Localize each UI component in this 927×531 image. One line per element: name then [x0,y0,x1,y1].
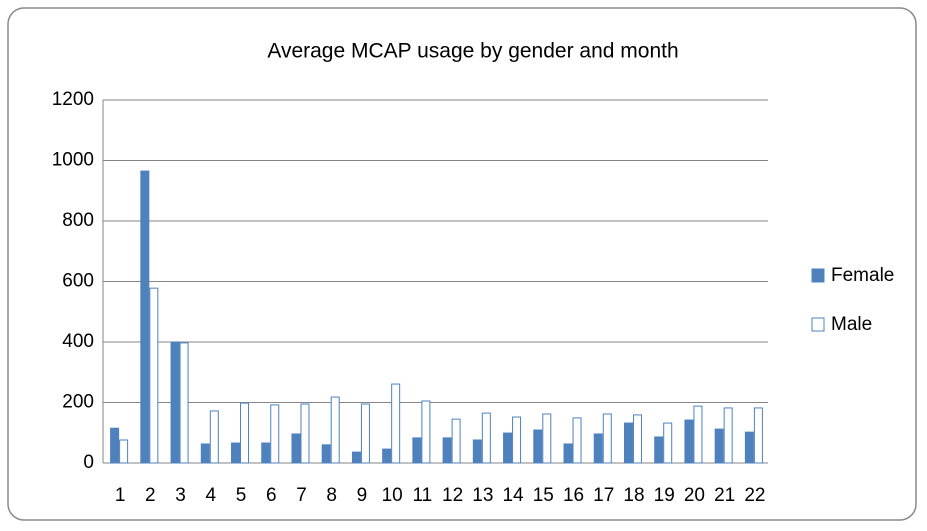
bar [472,439,482,464]
x-tick-label: 9 [357,485,368,506]
legend-marker [811,268,825,283]
bar [200,443,210,464]
x-tick-label: 14 [502,485,524,506]
bar [572,417,582,464]
bar [533,429,543,464]
bar [753,407,763,464]
bar [140,170,150,464]
bar [330,396,340,464]
bar [563,443,573,464]
bar [421,400,431,464]
bar [360,403,370,464]
bar [300,403,310,464]
x-tick-label: 1 [115,485,126,506]
bar [451,418,461,464]
bar [412,437,422,464]
bar [693,405,703,464]
bar [209,410,219,464]
bar [663,422,673,464]
x-tick-label: 11 [413,485,433,506]
x-tick-label: 13 [472,485,493,506]
legend-label: Male [831,314,872,335]
y-tick-label: 800 [62,210,94,231]
bar [714,428,724,464]
y-tick-label: 0 [83,452,94,473]
bar [110,427,120,464]
x-tick-label: 8 [326,485,337,506]
x-tick-label: 2 [145,485,156,506]
x-tick-label: 10 [382,485,403,506]
bar [321,444,331,464]
bar [632,414,642,464]
bar [542,413,552,464]
bar [503,432,513,464]
bar [382,448,392,464]
bar [351,451,361,464]
x-tick-label: 12 [442,485,463,506]
bar [654,436,664,464]
bar [744,431,754,464]
bar [684,419,694,464]
y-tick-label: 1200 [52,89,94,110]
y-tick-label: 200 [62,392,94,413]
bar [442,437,452,464]
bar [481,412,491,464]
x-tick-label: 15 [533,485,554,506]
bar [231,442,241,464]
bar [723,407,733,464]
x-tick-label: 19 [654,485,675,506]
x-tick-label: 4 [206,485,217,506]
chart-title: Average MCAP usage by gender and month [267,40,678,63]
bar [512,416,522,464]
x-tick-label: 22 [744,485,765,506]
bar [593,433,603,464]
bar [270,404,280,464]
chart-frame [7,7,917,521]
bar [149,287,159,464]
x-tick-label: 20 [684,485,705,506]
x-tick-label: 21 [714,485,735,506]
legend-marker [811,317,825,332]
x-tick-label: 6 [266,485,277,506]
x-tick-label: 17 [593,485,614,506]
legend-label: Female [831,265,894,286]
x-tick-label: 18 [623,485,644,506]
bar [391,383,401,464]
bar [261,442,271,464]
y-tick-label: 600 [62,271,94,292]
x-tick-label: 16 [563,485,584,506]
bar [623,422,633,464]
bar [240,402,250,464]
x-tick-label: 5 [236,485,247,506]
bar [170,341,180,464]
bar [119,439,129,464]
x-tick-label: 3 [175,485,186,506]
bar [291,433,301,464]
y-tick-label: 1000 [52,150,94,171]
x-tick-label: 7 [296,485,307,506]
bar [179,342,189,464]
bar [602,413,612,464]
y-tick-label: 400 [62,331,94,352]
